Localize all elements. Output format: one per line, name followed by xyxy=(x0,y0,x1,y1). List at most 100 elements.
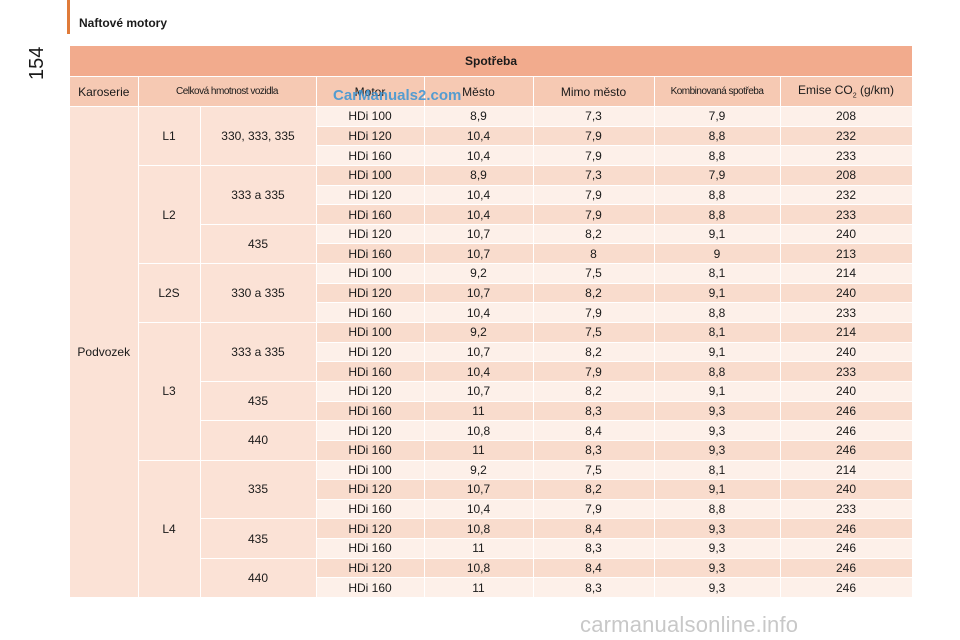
table-row: L3 333 a 335 HDi 100 9,2 7,5 8,1 214 xyxy=(70,322,913,461)
cell-emissions: 246 xyxy=(780,577,913,599)
cell-emissions: 233 xyxy=(780,302,913,324)
cell-body-type: Podvozek xyxy=(70,106,139,599)
cell-extra-urban: 7,5 xyxy=(533,263,655,284)
cell-extra-urban: 8,3 xyxy=(533,577,655,599)
table-row: L4 335 HDi 100 9,2 7,5 8,1 214 xyxy=(70,460,913,599)
table-row: HDi 120 10,7 8,2 9,1 240 xyxy=(70,283,913,304)
emissions-subscript: 2 xyxy=(852,92,857,100)
cell-weight: 330, 333, 335 xyxy=(200,106,317,166)
cell-emissions: 214 xyxy=(780,263,913,284)
table-row: 435 HDi 120 10,7 8,2 9,1 240 xyxy=(70,224,913,265)
cell-length: L2S xyxy=(138,263,201,324)
cell-weight: 435 xyxy=(200,518,317,559)
cell-engine: HDi 120 xyxy=(316,283,425,304)
table-row: HDi 160 10,4 7,9 8,8 233 xyxy=(70,204,913,225)
cell-city: 10,8 xyxy=(424,558,534,579)
cell-weight: 335 xyxy=(200,460,317,520)
cell-city: 9,2 xyxy=(424,460,534,481)
cell-city: 10,8 xyxy=(424,518,534,540)
cell-combined: 9,1 xyxy=(654,283,781,304)
cell-engine: HDi 120 xyxy=(316,381,425,402)
table-row: HDi 160 10,4 7,9 8,8 233 xyxy=(70,145,913,166)
cell-weight: 333 a 335 xyxy=(200,322,317,382)
cell-extra-urban: 7,9 xyxy=(533,302,655,324)
cell-combined: 8,8 xyxy=(654,185,781,206)
cell-city: 10,7 xyxy=(424,381,534,402)
cell-city: 10,7 xyxy=(424,224,534,245)
cell-extra-urban: 8,4 xyxy=(533,420,655,441)
cell-city: 11 xyxy=(424,577,534,599)
cell-emissions: 213 xyxy=(780,243,913,265)
cell-length: L4 xyxy=(138,460,201,599)
cell-city: 10,4 xyxy=(424,204,534,225)
cell-combined: 8,1 xyxy=(654,263,781,284)
cell-emissions: 232 xyxy=(780,185,913,206)
watermark-carmanualsonline: carmanualsonline.info xyxy=(580,612,799,637)
cell-combined: 8,8 xyxy=(654,361,781,382)
cell-weight: 435 xyxy=(200,224,317,265)
cell-engine: HDi 100 xyxy=(316,106,425,127)
cell-extra-urban: 7,9 xyxy=(533,204,655,225)
cell-extra-urban: 8,3 xyxy=(533,440,655,461)
cell-combined: 8,8 xyxy=(654,204,781,225)
consumption-table: Spotřeba Karoserie Celková hmotnost vozi… xyxy=(70,46,913,599)
cell-emissions: 233 xyxy=(780,499,913,520)
cell-city: 11 xyxy=(424,440,534,461)
cell-city: 10,7 xyxy=(424,243,534,265)
cell-length: L1 xyxy=(138,106,201,166)
cell-combined: 8,1 xyxy=(654,322,781,343)
cell-combined: 9,1 xyxy=(654,479,781,500)
cell-emissions: 214 xyxy=(780,460,913,481)
table-row: HDi 120 10,4 7,9 8,8 232 xyxy=(70,126,913,147)
cell-extra-urban: 7,9 xyxy=(533,499,655,520)
cell-city: 10,4 xyxy=(424,361,534,382)
cell-extra-urban: 7,5 xyxy=(533,460,655,481)
cell-engine: HDi 160 xyxy=(316,577,425,599)
cell-city: 10,4 xyxy=(424,499,534,520)
table-row: 435 HDi 120 10,8 8,4 9,3 246 xyxy=(70,518,913,559)
cell-weight: 435 xyxy=(200,381,317,422)
cell-weight: 330 a 335 xyxy=(200,263,317,324)
table-row: HDi 160 11 8,3 9,3 246 xyxy=(70,538,913,559)
cell-emissions: 246 xyxy=(780,420,913,441)
cell-combined: 9,3 xyxy=(654,518,781,540)
emissions-label: Emise CO xyxy=(798,83,853,98)
cell-city: 10,7 xyxy=(424,342,534,363)
cell-extra-urban: 8,2 xyxy=(533,479,655,500)
table-row: L2S 330 a 335 HDi 100 9,2 7,5 8,1 214 xyxy=(70,263,913,324)
table-row: HDi 160 11 8,3 9,3 246 xyxy=(70,440,913,461)
cell-length: L2 xyxy=(138,165,201,265)
emissions-unit: (g/km) xyxy=(856,83,894,98)
cell-combined: 8,1 xyxy=(654,460,781,481)
cell-extra-urban: 8,2 xyxy=(533,283,655,304)
col-header-combined: Kombinovaná spotřeba xyxy=(654,76,781,107)
cell-extra-urban: 7,9 xyxy=(533,361,655,382)
section-accent-bar xyxy=(67,0,70,34)
cell-city: 10,4 xyxy=(424,302,534,324)
cell-combined: 8,8 xyxy=(654,302,781,324)
cell-extra-urban: 8,2 xyxy=(533,381,655,402)
table-row: HDi 160 10,7 8 9 213 xyxy=(70,243,913,265)
cell-extra-urban: 7,9 xyxy=(533,145,655,166)
table-row: HDi 160 10,4 7,9 8,8 233 xyxy=(70,361,913,382)
cell-engine: HDi 160 xyxy=(316,243,425,265)
cell-engine: HDi 160 xyxy=(316,499,425,520)
cell-extra-urban: 8,3 xyxy=(533,401,655,422)
cell-length: L3 xyxy=(138,322,201,461)
cell-emissions: 233 xyxy=(780,145,913,166)
cell-extra-urban: 7,3 xyxy=(533,165,655,186)
table-title: Spotřeba xyxy=(70,46,913,77)
cell-engine: HDi 160 xyxy=(316,440,425,461)
cell-engine: HDi 160 xyxy=(316,361,425,382)
cell-weight: 440 xyxy=(200,558,317,599)
cell-engine: HDi 160 xyxy=(316,538,425,559)
cell-emissions: 208 xyxy=(780,106,913,127)
cell-emissions: 233 xyxy=(780,204,913,225)
cell-combined: 9,1 xyxy=(654,342,781,363)
cell-city: 10,4 xyxy=(424,185,534,206)
cell-extra-urban: 7,9 xyxy=(533,126,655,147)
table-row: Podvozek L1 330, 333, 335 HDi 100 8,9 7,3 7,9 2… xyxy=(70,106,913,599)
table-row: HDi 160 10,4 7,9 8,8 233 xyxy=(70,302,913,324)
col-header-city: Město xyxy=(424,76,534,107)
cell-engine: HDi 120 xyxy=(316,185,425,206)
